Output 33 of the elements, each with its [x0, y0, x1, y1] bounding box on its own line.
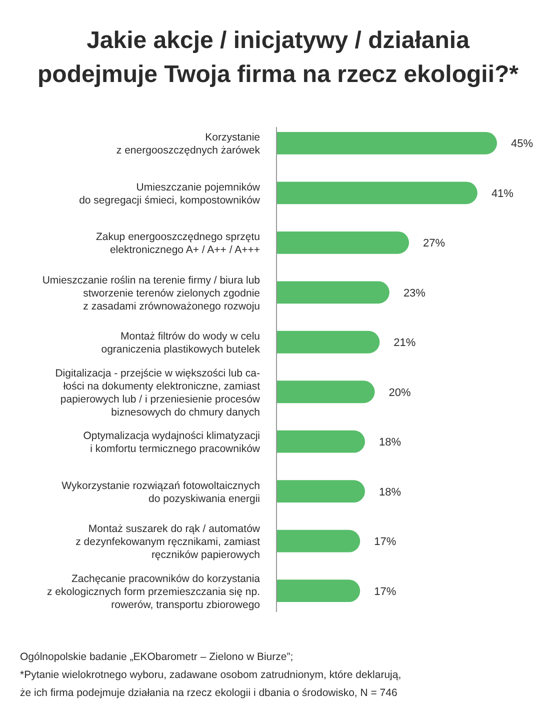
bar: [277, 580, 360, 602]
text: Ogólnopolskie badanie „EKObarometr – Zielono w Biurze”;: [20, 651, 294, 663]
bar: [277, 430, 365, 453]
bar: [277, 182, 478, 204]
bar: [277, 132, 497, 154]
y-tick-label: Umieszczanie pojemników do segregacji śmieci, kompostowników: [79, 181, 260, 206]
data-label: 18%: [379, 436, 402, 449]
y-tick-label: Montaż suszarek do rąk / automatów z dezynfekowanym ręcznikami, zamiast ręczników papierowych: [76, 523, 260, 562]
y-tick-label: Wykorzystanie rozwiązań fotowoltaicznych do pozyskiwania energii: [62, 480, 260, 505]
data-label: 45%: [511, 138, 534, 150]
data-label: 27%: [423, 238, 446, 250]
bar: [277, 530, 360, 552]
data-label: 18%: [379, 486, 402, 498]
y-tick-label: Optymalizacja wydajności klimatyzacji i komfortu termicznego pracowników: [83, 430, 260, 456]
bar: [277, 380, 375, 404]
chart-title: Jakie akcje / inicjatywy / działania podejmuje Twoja firma na rzecz ekologii?*: [38, 27, 520, 88]
data-label: 20%: [388, 386, 412, 399]
bar: [277, 330, 380, 354]
data-label: 17%: [374, 586, 396, 598]
bar: [277, 480, 365, 503]
y-tick-label: Zakup energooszczędnego sprzętu elektronicznego A+ / A++ / A+++: [96, 231, 260, 256]
data-label: 21%: [394, 337, 416, 350]
y-tick-label: Montaż filtrów do wody w celu ograniczenia plastikowych butelek: [101, 330, 261, 356]
data-label: 17%: [374, 536, 396, 548]
y-tick-label: Korzystanie z energooszczędnych żarówek: [116, 132, 261, 157]
y-tick-label: Zachęcanie pracowników do korzystania z ekologicznych form przemieszczania się np. rowerów, transportu zbiorowego: [46, 572, 260, 611]
data-label: 41%: [491, 188, 514, 200]
data-label: 23%: [403, 287, 426, 300]
y-tick-label: Digitalizacja - przejście w większości lub ca- łości na dokumenty elektroniczne, zamiast papierowych lub / i przeniesienie procesów biznesowych do chmury danych: [55, 367, 260, 418]
text: *Pytanie wielokrotnego wyboru, zadawane osobom zatrudnionym, które deklarują, że ich firma podejmuje działania na rzecz ekologii i dbania o środowisko, N = 746: [20, 669, 402, 699]
bar: [277, 231, 409, 254]
y-tick-label: Umieszczanie roślin na terenie firmy / biura lub stworzenie terenów zielonych zgodnie z zasadami zrównoważonego rozwoju: [42, 274, 260, 312]
bar: [277, 281, 390, 304]
